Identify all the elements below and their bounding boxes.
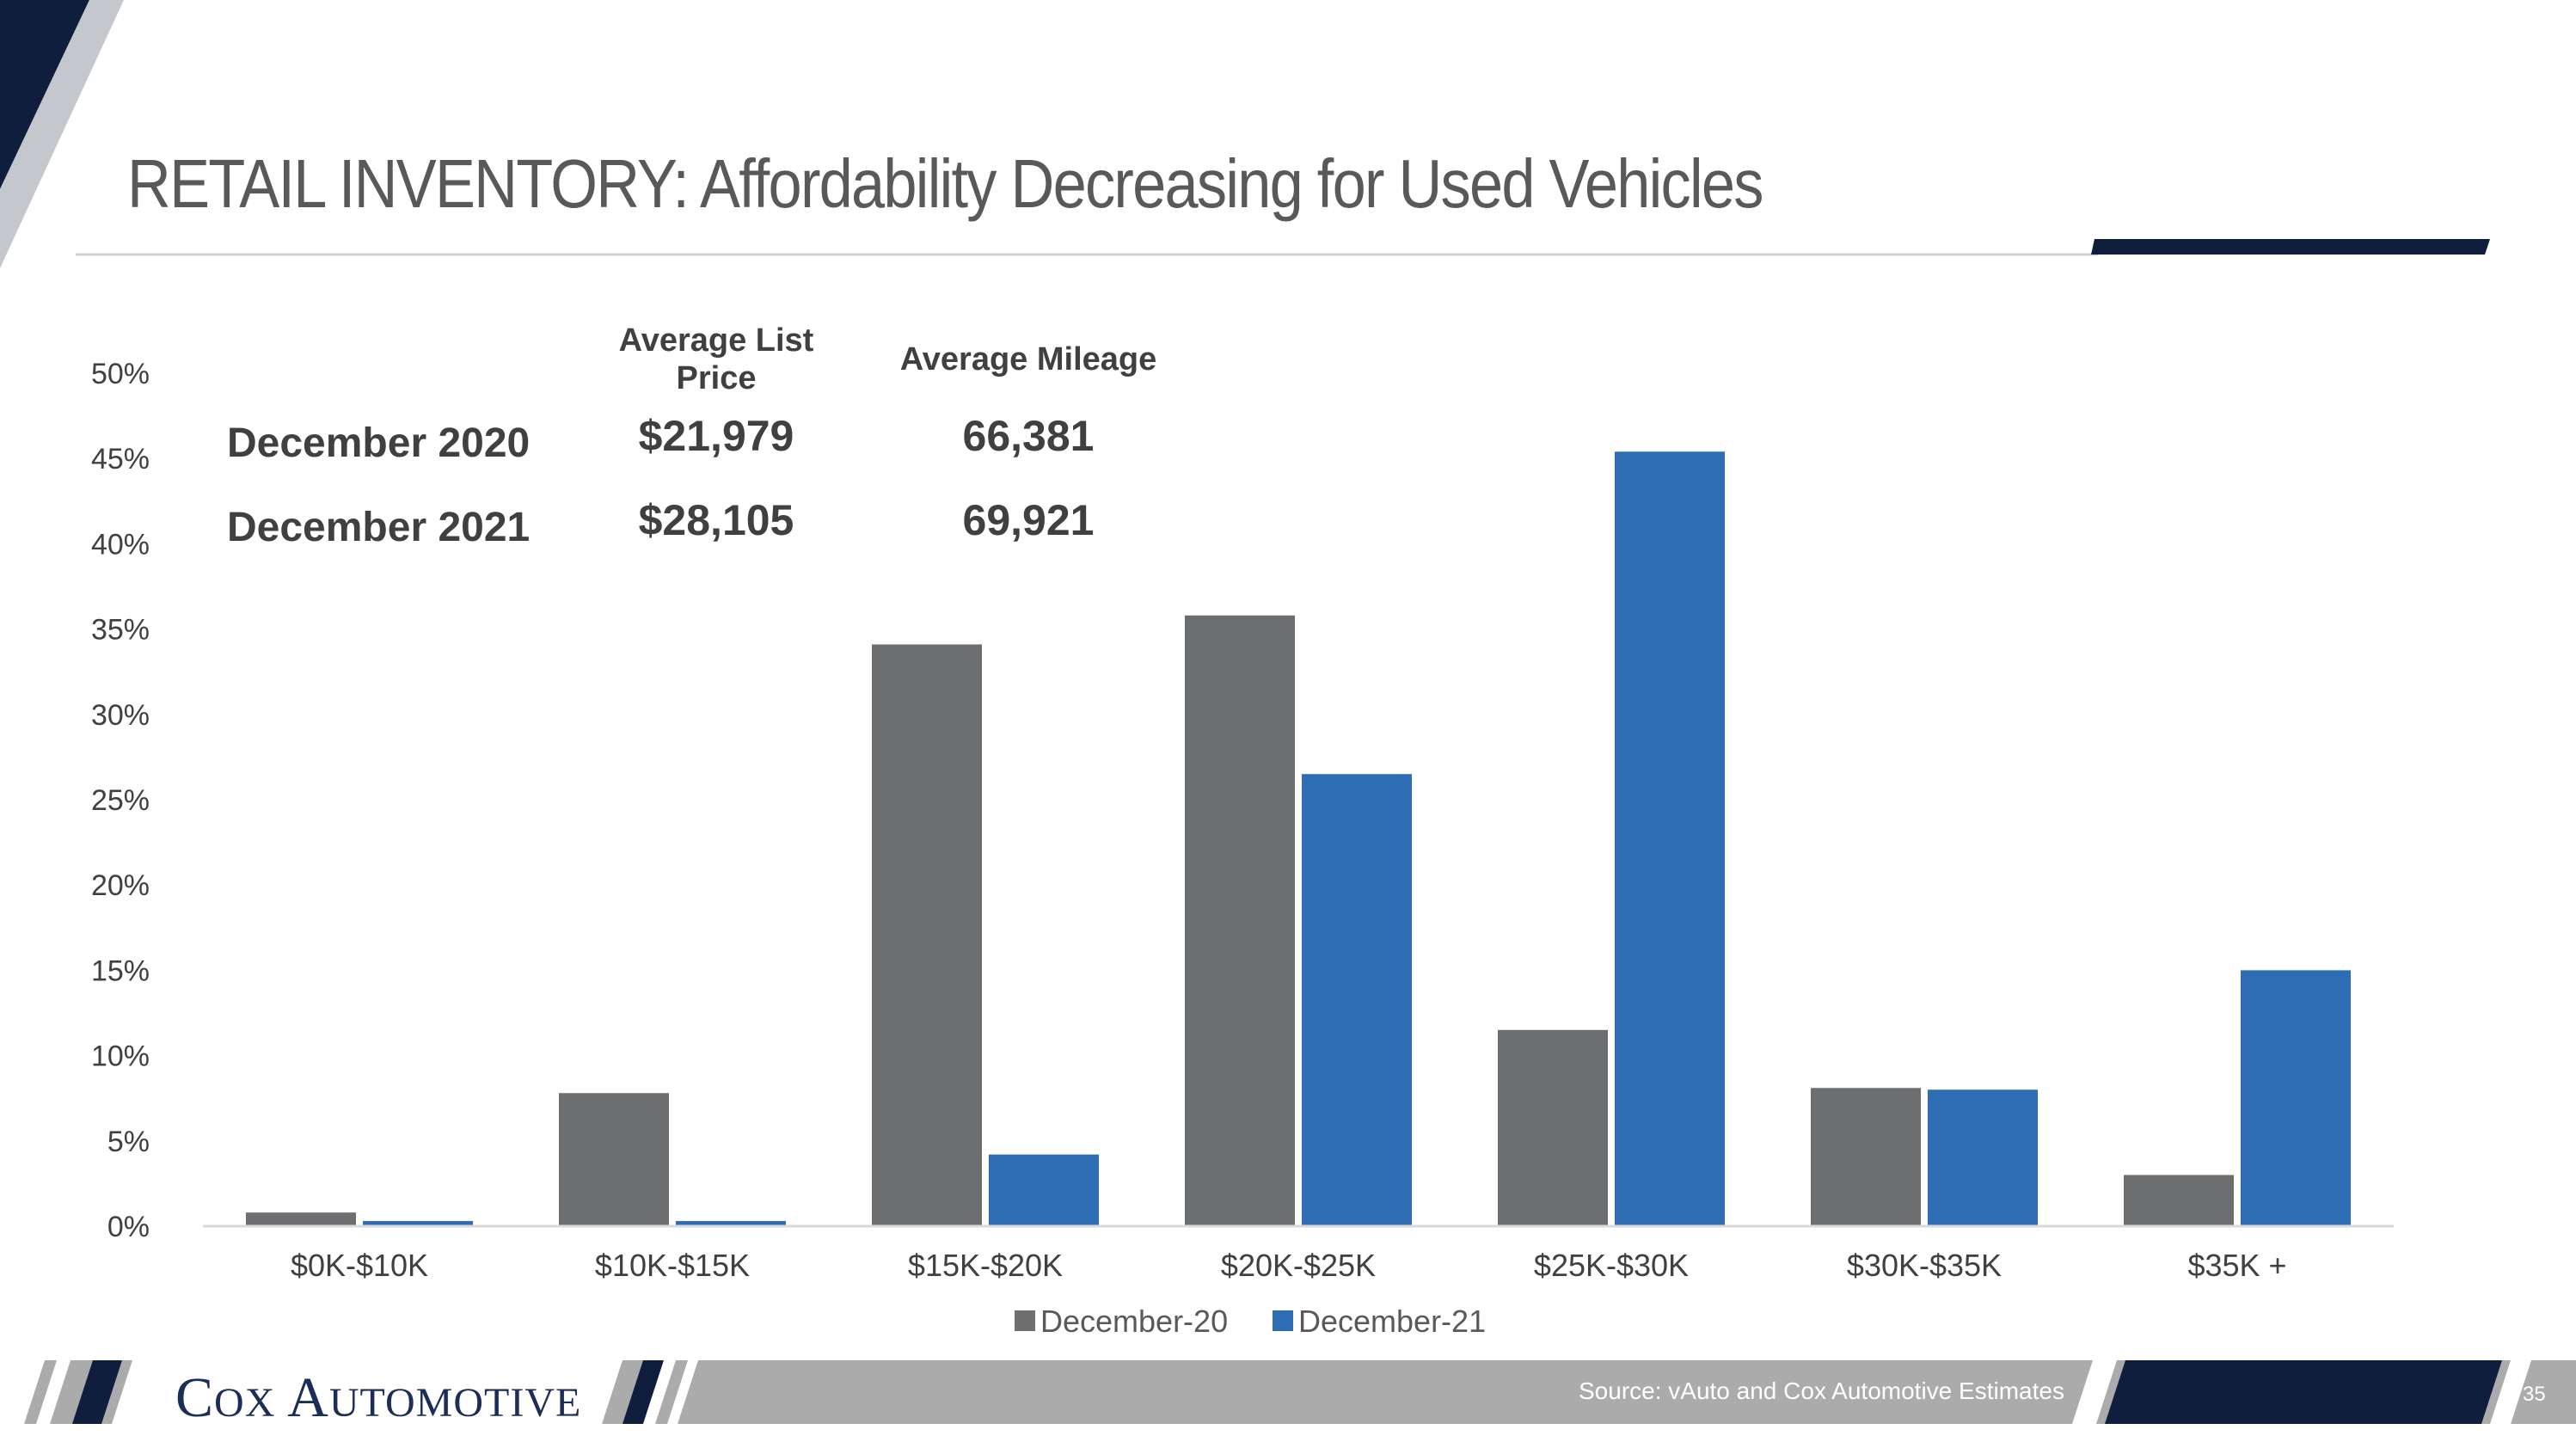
row-label-dec-2021: December 2021: [227, 505, 531, 550]
y-tick-label: 25%: [91, 784, 150, 817]
source-note: Source: vAuto and Cox Automotive Estimat…: [1579, 1377, 2064, 1404]
y-tick-label: 10%: [91, 1040, 150, 1073]
x-tick-label: $20K-$25K: [1221, 1248, 1376, 1283]
bar-december-21: [1928, 1089, 2038, 1226]
page-number: 35: [2523, 1383, 2546, 1406]
y-tick-label: 50%: [91, 358, 150, 390]
x-tick-label: $35K +: [2187, 1248, 2286, 1283]
footer-stripe: [667, 1360, 698, 1424]
corner-gray-stripe: [0, 0, 124, 268]
bar-december-20: [246, 1212, 356, 1226]
y-tick-label: 35%: [91, 614, 150, 647]
bar-december-21: [2241, 970, 2351, 1226]
x-tick-label: $30K-$35K: [1847, 1248, 2002, 1283]
header-price-line1: Average List: [618, 322, 814, 359]
y-tick-label: 45%: [91, 443, 150, 476]
x-tick-label: $15K-$20K: [908, 1248, 1063, 1283]
bar-december-21: [1615, 451, 1725, 1226]
mileage-dec-2021: 69,921: [962, 496, 1095, 544]
x-axis: $0K-$10K $10K-$15K $15K-$20K $20K-$25K $25K-…: [291, 1248, 2287, 1283]
y-tick-label: 0%: [107, 1211, 150, 1243]
logo-panel: [112, 1360, 623, 1424]
price-dec-2020: $21,979: [638, 412, 794, 460]
bar-december-20: [1811, 1088, 1921, 1226]
x-tick-label: $10K-$15K: [595, 1248, 750, 1283]
footer-navy-block: [2105, 1360, 2502, 1424]
legend-swatch: [1015, 1310, 1035, 1331]
mileage-dec-2020: 66,381: [962, 412, 1095, 460]
bar-december-20: [872, 644, 982, 1226]
bars: [246, 451, 2351, 1226]
footer-stripe: [36, 1360, 71, 1424]
bar-december-20: [559, 1093, 669, 1226]
bar-december-20: [2124, 1175, 2234, 1226]
y-axis: 0% 5% 10% 15% 20% 25% 30% 35% 40% 45% 50%: [91, 358, 150, 1243]
y-tick-label: 20%: [91, 869, 150, 902]
header-average-mileage: Average Mileage: [899, 341, 1157, 377]
bar-december-20: [1185, 615, 1295, 1226]
footer-stripe: [0, 1360, 45, 1424]
bar-december-21: [989, 1154, 1099, 1226]
bar-december-20: [1498, 1029, 1608, 1226]
y-tick-label: 40%: [91, 528, 150, 561]
cox-automotive-logo: COX AUTOMOTIVE: [175, 1365, 581, 1431]
footer-stripe: [2072, 1360, 2117, 1424]
bar-december-21: [676, 1221, 786, 1226]
legend: December-20 December-21: [1015, 1304, 1486, 1339]
header-average-list-price: Average List Price: [602, 322, 831, 397]
bar-december-21: [1302, 774, 1412, 1226]
x-tick-label: $25K-$30K: [1534, 1248, 1689, 1283]
title-accent-bar: [2091, 239, 2490, 255]
footer-stripe: [655, 1360, 688, 1424]
header-price-line2: Price: [676, 360, 757, 396]
bar-december-21: [363, 1221, 473, 1226]
logo-letters: OX: [214, 1380, 276, 1426]
logo-letter: C: [175, 1366, 215, 1429]
legend-swatch: [1273, 1310, 1293, 1331]
x-tick-label: $0K-$10K: [291, 1248, 428, 1283]
y-tick-label: 30%: [91, 699, 150, 732]
y-tick-label: 5%: [107, 1126, 150, 1158]
legend-label: December-20: [1040, 1304, 1228, 1339]
legend-label: December-21: [1298, 1304, 1486, 1339]
logo-letters: UTOMOTIVE: [328, 1380, 582, 1426]
footer-stripe-navy: [623, 1360, 664, 1424]
logo-letter: A: [287, 1366, 329, 1429]
footer-stripe: [2490, 1360, 2531, 1424]
price-dec-2021: $28,105: [638, 496, 794, 544]
page-title: RETAIL INVENTORY: Affordability Decreasi…: [127, 145, 1763, 222]
y-tick-label: 15%: [91, 954, 150, 987]
row-label-dec-2020: December 2020: [227, 420, 531, 466]
footer-stripe-navy: [72, 1360, 122, 1424]
